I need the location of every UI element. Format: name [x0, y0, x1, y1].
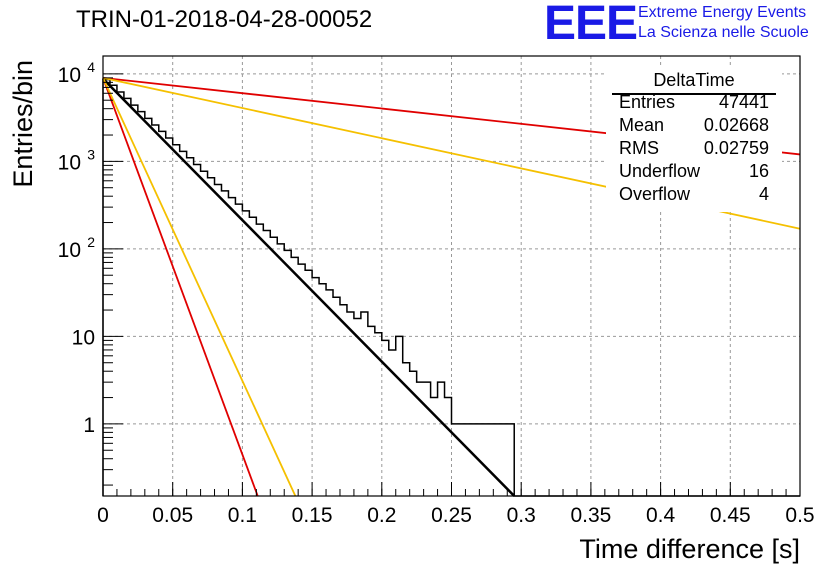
x-tick-label: 0.4 [646, 504, 676, 527]
stats-rule [612, 93, 776, 95]
stats-value: 4 [758, 184, 769, 204]
stats-box: DeltaTime Entries 47441 Mean 0.02668 RMS… [606, 66, 782, 212]
y-tick-exponent: 4 [87, 59, 95, 75]
stats-row-rms: RMS 0.02759 [619, 138, 769, 160]
y-axis-label: Entries/bin [8, 60, 38, 188]
y-tick-label: 10 [72, 326, 95, 349]
logo-mark: EEE [544, 0, 638, 50]
y-tick-label: 1 [83, 414, 95, 437]
x-tick-label: 0.15 [292, 504, 333, 527]
x-tick-label: 0.25 [431, 504, 472, 527]
stats-value: 47441 [718, 92, 769, 112]
x-axis-label: Time difference [s] [579, 534, 800, 564]
y-tick-label: 10 [58, 151, 81, 174]
stats-value: 0.02759 [703, 138, 769, 158]
eee-logo: EEE Extreme Energy Events La Scienza nel… [540, 0, 836, 50]
stats-value: 16 [748, 161, 769, 181]
x-tick-label: 0 [97, 504, 109, 527]
yellow-curve-fast [102, 77, 297, 497]
stats-row-entries: Entries 47441 [619, 92, 769, 114]
chart-title: TRIN-01-2018-04-28-00052 [76, 6, 373, 33]
x-tick-label: 0.05 [152, 504, 193, 527]
stats-key: RMS [619, 138, 659, 158]
ticks [102, 73, 801, 496]
stats-key: Underflow [619, 161, 701, 181]
stats-row-underflow: Underflow 16 [619, 161, 769, 183]
x-tick-label: 0.45 [710, 504, 751, 527]
stats-key: Overflow [619, 184, 691, 204]
stats-row-overflow: Overflow 4 [619, 184, 769, 206]
y-tick-exponent: 3 [87, 146, 95, 162]
stats-row-mean: Mean 0.02668 [619, 115, 769, 137]
x-tick-label: 0.2 [367, 504, 396, 527]
x-tick-label: 0.5 [785, 504, 814, 527]
x-tick-labels: 0 0.05 0.1 0.15 0.2 0.25 0.3 0.35 0.4 0.45 0.5 [97, 504, 814, 527]
stats-key: Mean [619, 115, 665, 135]
y-tick-exponent: 2 [87, 234, 95, 250]
y-tick-label: 10 [58, 239, 81, 262]
x-tick-label: 0.3 [507, 504, 536, 527]
logo-line-2: La Scienza nelle Scuole [638, 24, 809, 41]
logo-line-1: Extreme Energy Events [638, 4, 807, 21]
stats-title: DeltaTime [653, 70, 735, 90]
y-tick-label: 10 [58, 64, 81, 87]
fit-curve [102, 77, 516, 497]
stats-key: Entries [619, 92, 676, 112]
x-tick-label: 0.35 [570, 504, 611, 527]
red-curve-fast [102, 77, 259, 497]
y-tick-labels: 1 10 10 2 10 3 10 4 [58, 59, 96, 437]
stats-value: 0.02668 [703, 115, 769, 135]
x-tick-label: 0.1 [228, 504, 257, 527]
